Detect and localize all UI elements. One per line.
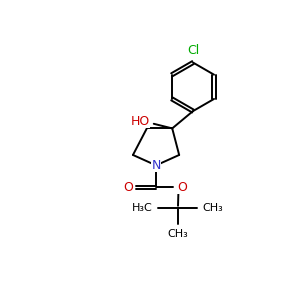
Text: CH₃: CH₃ bbox=[168, 229, 188, 239]
Text: O: O bbox=[177, 181, 187, 194]
Text: O: O bbox=[123, 181, 133, 194]
Text: H₃C: H₃C bbox=[132, 203, 153, 213]
Text: CH₃: CH₃ bbox=[202, 203, 223, 213]
Text: HO: HO bbox=[131, 115, 150, 128]
Text: Cl: Cl bbox=[187, 44, 199, 58]
Text: N: N bbox=[152, 159, 161, 172]
